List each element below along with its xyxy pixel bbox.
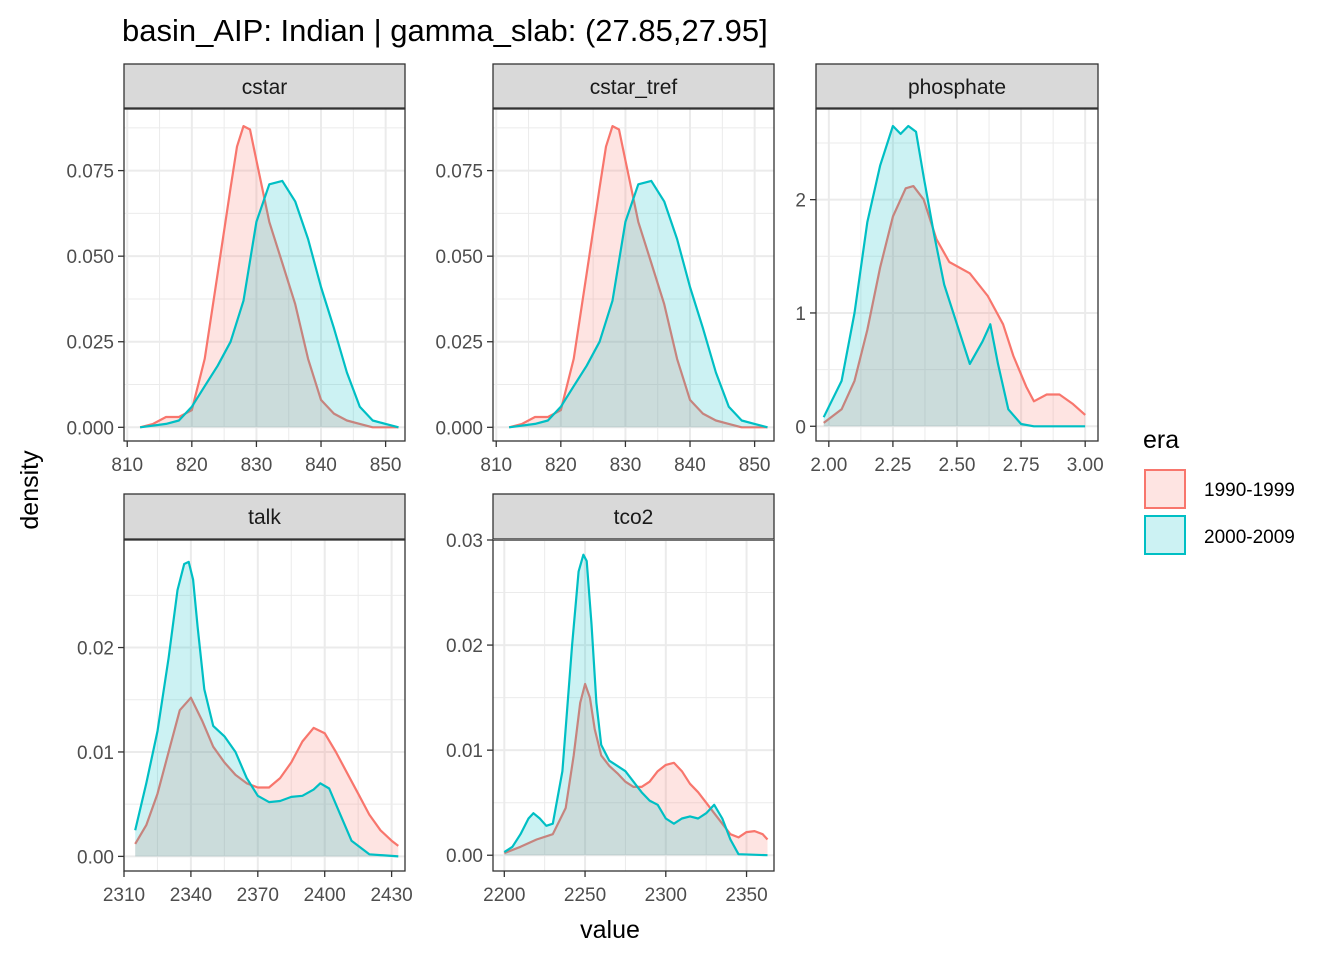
y-tick-label: 0.00 [446,846,483,867]
strip-label-tco2: tco2 [614,506,654,529]
y-tick-label: 0.025 [66,333,114,354]
density-line-1990-1999-phosphate [823,185,1086,424]
panel-bg-tco2 [493,540,774,871]
strip-talk [123,493,406,540]
panel-border-cstar_tref [492,108,775,442]
density-area-2000-2009-phosphate [823,126,1086,427]
y-tick-label: 0.025 [435,333,483,354]
x-tick-label: 850 [739,455,771,476]
y-tick-label: 0.02 [77,639,114,660]
x-tick-label: 3.00 [1067,455,1104,476]
density-line-2000-2009-talk [134,560,399,858]
strip-label-phosphate: phosphate [908,76,1006,99]
panel-bg-cstar_tref [493,109,774,441]
panel-border-talk [123,539,406,872]
panel-border-tco2 [492,539,775,872]
legend-key-1990-1999 [1144,469,1186,509]
x-tick-label: 2.25 [874,455,911,476]
y-tick-label: 0.075 [66,162,114,183]
y-tick-label: 0.02 [446,636,483,657]
density-line-2000-2009-tco2 [503,553,768,857]
x-tick-label: 2250 [564,885,606,906]
x-tick-label: 820 [176,455,208,476]
y-tick-label: 2 [795,191,806,212]
legend-label-1990-1999: 1990-1999 [1204,480,1295,501]
chart-title: basin_AIP: Indian | gamma_slab: (27.85,2… [122,13,768,48]
panel-bg-cstar [124,109,405,441]
x-tick-label: 2340 [170,885,212,906]
x-tick-label: 2310 [103,885,145,906]
panel-border-cstar [123,108,406,442]
strip-label-talk: talk [248,506,281,529]
density-area-1990-1999-phosphate [823,186,1086,427]
y-tick-label: 0.075 [435,162,483,183]
legend-title: era [1143,426,1179,454]
y-axis-title: density [16,450,44,530]
x-tick-label: 830 [610,455,642,476]
x-tick-label: 2400 [304,885,346,906]
strip-cstar_tref [492,63,775,109]
y-tick-label: 0.00 [77,847,114,868]
y-tick-label: 0.01 [446,741,483,762]
density-line-2000-2009-cstar_tref [508,179,768,429]
x-axis-title: value [580,916,640,944]
strip-label-cstar_tref: cstar_tref [590,76,678,99]
y-tick-label: 0.050 [66,247,114,268]
x-tick-label: 2200 [483,885,525,906]
x-tick-label: 840 [674,455,706,476]
panel-talk: talk 2310 2340 2370 2400 2430 0.00 0.01 0.02 [77,493,413,906]
y-tick-label: 0.03 [446,531,483,552]
density-area-1990-1999-cstar [140,126,399,428]
y-tick-label: 0 [795,417,806,438]
panel-cstar: cstar 810 820 830 840 850 0.000 0.025 0.050 0.075 [66,63,406,476]
density-line-1990-1999-talk [134,696,399,847]
panel-tco2: tco2 2200 2250 2300 2350 0.00 0.01 0.02 0.03 [446,493,775,906]
x-tick-label: 850 [370,455,402,476]
density-area-2000-2009-talk [135,561,399,857]
x-tick-label: 2430 [370,885,412,906]
panel-cstar_tref: cstar_tref 810 820 830 840 850 0.000 0.025 0.050… [435,63,775,476]
legend: era 1990-1999 2000-2009 [1143,426,1295,556]
legend-key-bg-1990 [1143,468,1187,510]
x-tick-label: 810 [480,455,512,476]
strip-label-cstar: cstar [242,76,288,99]
x-tick-label: 2.75 [1003,455,1040,476]
strip-cstar [123,63,406,109]
x-tick-label: 2350 [725,885,767,906]
legend-key-2000-2009 [1144,515,1186,555]
y-tick-label: 1 [795,304,806,325]
density-line-1990-1999-tco2 [503,682,769,855]
density-area-2000-2009-tco2 [504,554,768,856]
legend-key-bg-2000 [1143,514,1187,556]
x-tick-label: 2370 [237,885,279,906]
x-tick-label: 840 [305,455,337,476]
density-line-2000-2009-cstar [139,179,399,429]
density-area-1990-1999-tco2 [504,684,768,856]
legend-label-2000-2009: 2000-2009 [1204,527,1295,548]
x-tick-label: 2300 [645,885,687,906]
x-tick-label: 2.50 [939,455,976,476]
x-tick-label: 810 [111,455,143,476]
y-tick-label: 0.01 [77,743,114,764]
y-tick-label: 0.000 [435,418,483,439]
strip-tco2 [492,493,775,540]
legend-item-1990-1999: 1990-1999 [1143,468,1295,510]
x-tick-label: 830 [241,455,273,476]
density-area-2000-2009-cstar_tref [509,180,768,428]
y-tick-label: 0.050 [435,247,483,268]
density-area-1990-1999-talk [135,697,399,857]
density-line-2000-2009-phosphate [822,124,1086,428]
panel-phosphate: phosphate 2.00 2.25 2.50 2.75 3.00 0 1 2 [795,63,1104,476]
x-tick-label: 820 [545,455,577,476]
density-area-1990-1999-cstar_tref [509,126,768,428]
density-area-2000-2009-cstar [140,180,399,428]
strip-phosphate [815,63,1099,109]
x-tick-label: 2.00 [810,455,847,476]
legend-item-2000-2009: 2000-2009 [1143,514,1295,556]
y-tick-label: 0.000 [66,418,114,439]
